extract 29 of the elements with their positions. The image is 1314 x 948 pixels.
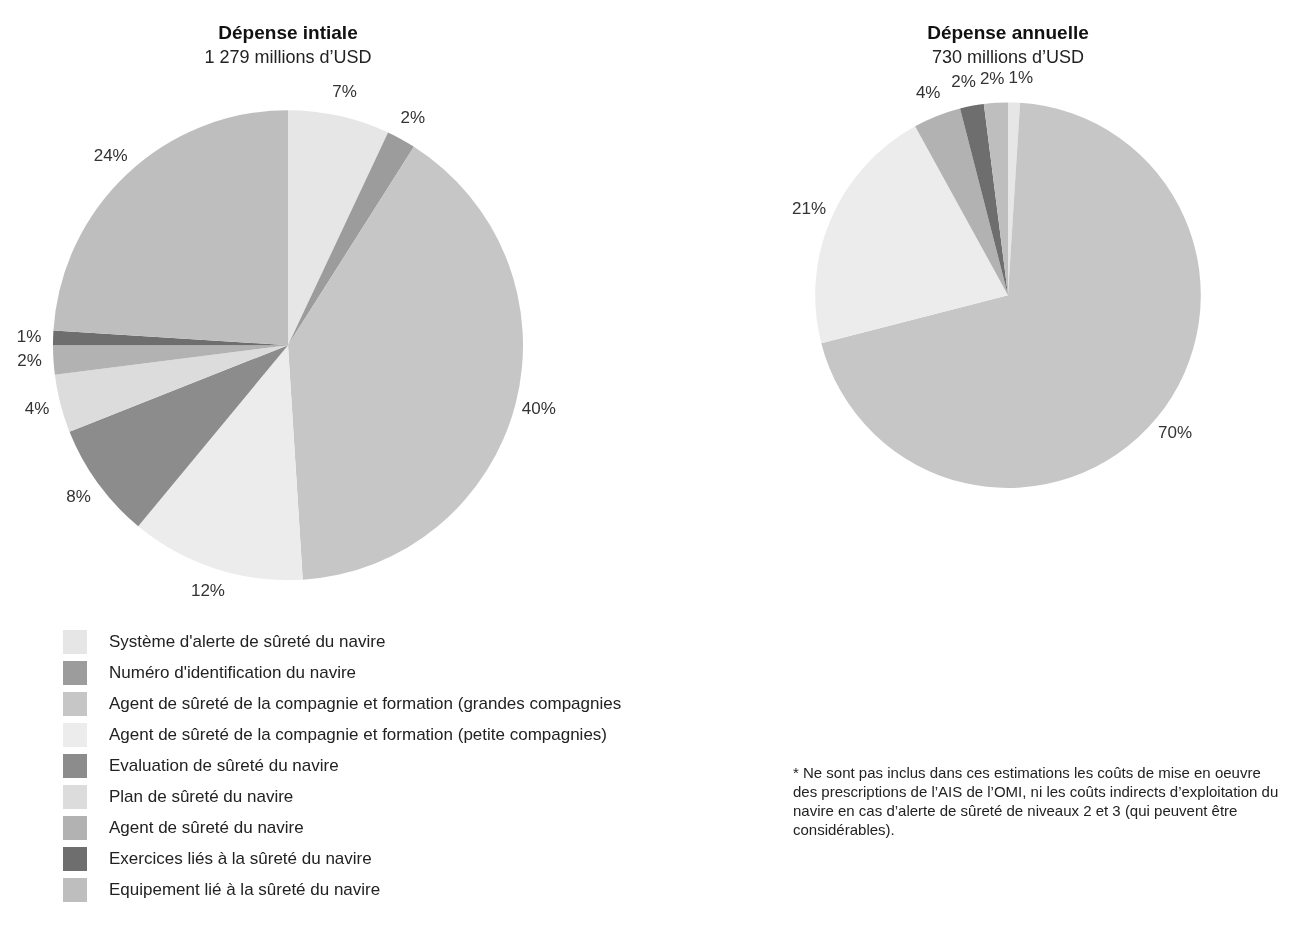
data-label: 4%	[915, 83, 941, 103]
legend-label: Exercices liés à la sûreté du navire	[109, 848, 372, 869]
data-label: 21%	[792, 198, 827, 218]
legend-label: Numéro d'identification du navire	[109, 662, 357, 683]
chart-title: Dépense intiale	[218, 21, 358, 43]
chart-subtitle: 730 millions d’USD	[931, 46, 1085, 67]
data-label: 2%	[951, 71, 976, 91]
legend-label: Système d'alerte de sûreté du navire	[109, 631, 386, 652]
chart-title: Dépense annuelle	[927, 21, 1089, 43]
text: * Ne sont pas inclus dans ces estimations les coûts de mise en oeuvre des prescriptions de l’AIS de l’OMI, ni les coûts indirects d’exploitation du navire en cas d’alerte de sûreté de niveaux 2 et 3 (qui peuvent être considérables).	[793, 763, 1280, 839]
data-label: 24%	[93, 146, 128, 166]
data-label: 4%	[24, 399, 50, 419]
data-label: 70%	[1158, 423, 1193, 443]
data-label: 12%	[190, 581, 225, 601]
data-label: 2%	[400, 107, 426, 127]
data-label: 8%	[66, 487, 91, 507]
legend-label: Agent de sûreté du navire	[109, 817, 304, 838]
chart-subtitle: 1 279 millions d’USD	[204, 46, 372, 67]
legend-label: Plan de sûreté du navire	[109, 786, 294, 807]
data-label: 1%	[16, 326, 42, 346]
data-label: 1%	[1008, 68, 1034, 88]
legend-label: Equipement lié à la sûreté du navire	[109, 879, 381, 900]
legend-label: Agent de sûreté de la compagnie et formation (petite compagnies)	[109, 724, 608, 745]
legend-label: Evaluation de sûreté du navire	[109, 755, 339, 776]
data-label: 7%	[332, 82, 357, 102]
data-label: 40%	[521, 399, 556, 419]
legend-label: Agent de sûreté de la compagnie et formation (grandes compagnies	[109, 693, 622, 714]
data-label: 2%	[17, 351, 42, 371]
data-label: 2%	[979, 68, 1005, 88]
